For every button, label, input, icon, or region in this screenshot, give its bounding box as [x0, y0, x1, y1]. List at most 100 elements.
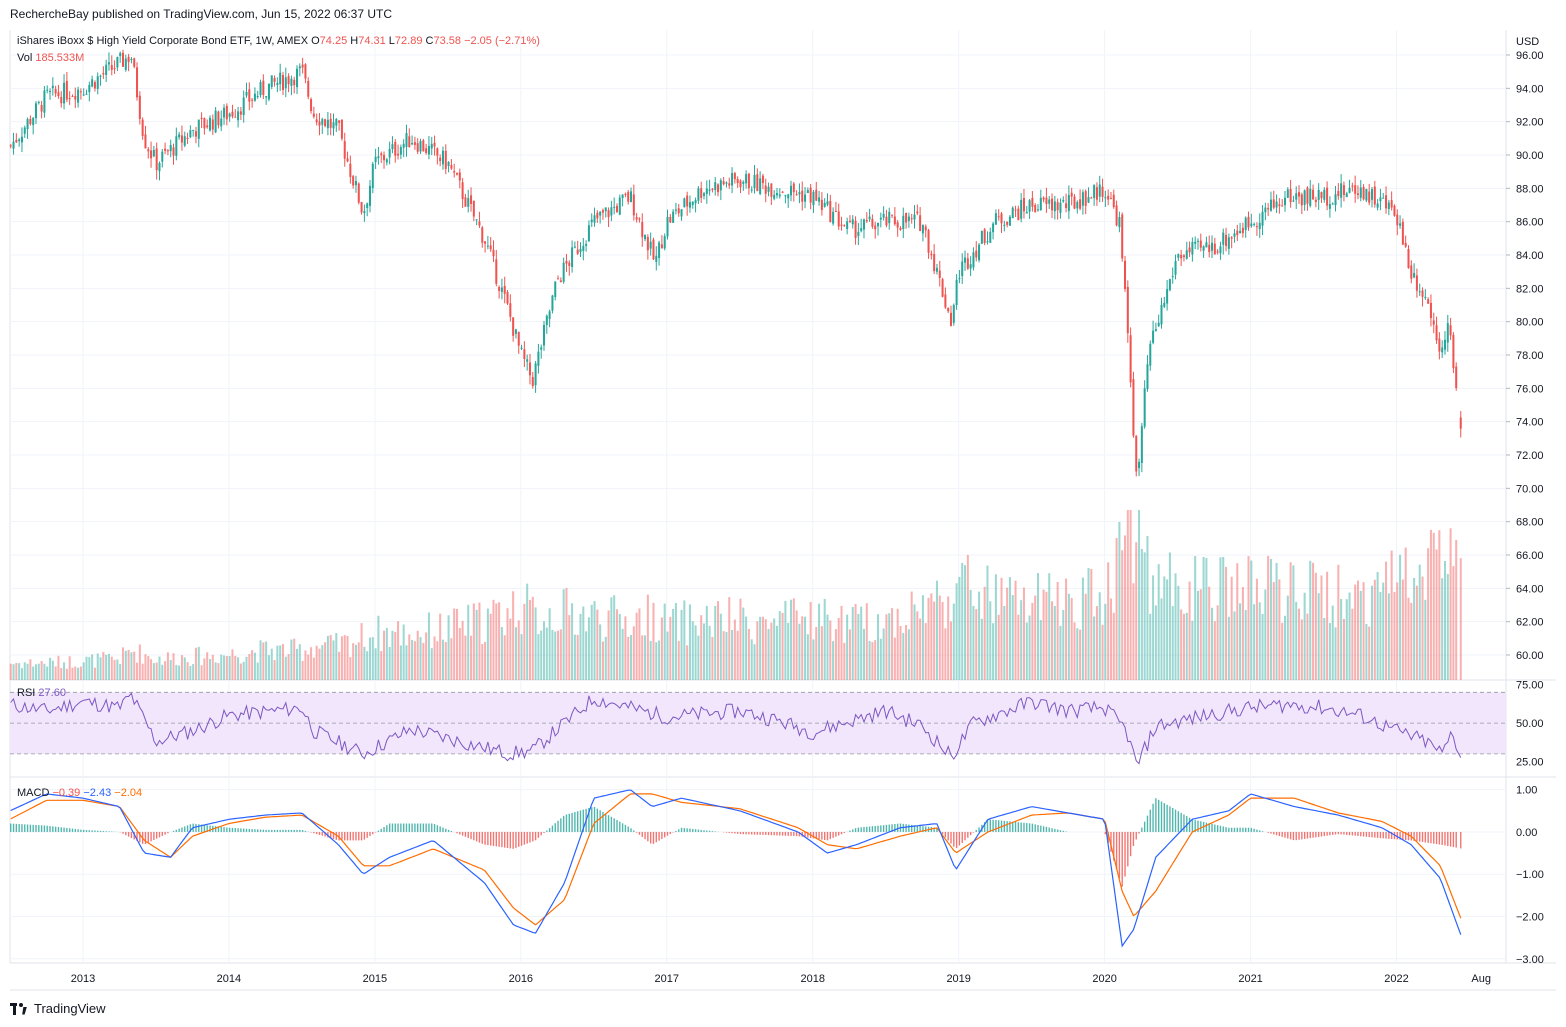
volume-bar: [1441, 578, 1444, 680]
volume-bar: [694, 625, 697, 680]
volume-bar: [1034, 595, 1037, 680]
candle-body: [394, 141, 397, 156]
price-legend: iShares iBoxx $ High Yield Corporate Bon…: [17, 35, 540, 47]
candle-body: [582, 245, 585, 251]
candle-body: [1449, 325, 1452, 336]
candle-body: [646, 237, 649, 251]
candle-body: [91, 79, 94, 87]
volume-bar: [307, 654, 310, 680]
candle-body: [1255, 226, 1258, 228]
volume-bar: [453, 608, 456, 680]
volume-bar: [105, 654, 108, 680]
candle-body: [1410, 265, 1413, 279]
volume-bar: [548, 608, 551, 680]
candle-body: [543, 324, 546, 346]
volume-bar: [23, 662, 26, 680]
candle-body: [599, 211, 602, 216]
volume-bar: [630, 634, 633, 680]
volume-bar: [949, 621, 953, 680]
volume-bar: [1362, 582, 1365, 680]
candle-body: [307, 80, 310, 97]
volume-bar: [357, 642, 360, 680]
macd-histogram: [10, 798, 1462, 887]
candle-body: [989, 231, 992, 243]
volume-bar: [997, 614, 1000, 680]
candle-body: [596, 212, 599, 219]
volume-bar: [767, 628, 770, 680]
candle-body: [447, 161, 450, 167]
volume-bar: [1168, 552, 1171, 680]
candle-body: [627, 191, 630, 202]
candle-body: [1062, 200, 1065, 202]
candle-body: [528, 362, 531, 376]
volume-bar: [1337, 564, 1340, 680]
volume-bar: [1014, 580, 1017, 680]
candle-body: [326, 119, 329, 129]
candle-body: [1168, 279, 1171, 291]
candle-body: [484, 241, 487, 244]
price-tick-label: 88.00: [1516, 183, 1544, 195]
candle-body: [1222, 232, 1225, 245]
candle-body: [905, 212, 908, 223]
candle-body: [1368, 191, 1371, 203]
volume-bar: [1247, 556, 1250, 680]
volume-bar: [753, 644, 756, 680]
candle-body: [304, 64, 307, 79]
candle-body: [1160, 304, 1163, 325]
volume-bar: [820, 626, 823, 680]
volume-bar: [1059, 625, 1062, 680]
high-value: 74.31: [358, 35, 386, 47]
volume-bar: [9, 663, 12, 680]
candle-body: [158, 163, 161, 172]
volume-bar: [147, 656, 150, 680]
volume-bar: [133, 651, 136, 680]
candle-body: [436, 148, 439, 156]
volume-bar: [265, 641, 268, 680]
volume-bar: [964, 565, 967, 680]
volume-bar: [935, 580, 938, 680]
volume-bar: [223, 655, 226, 680]
volume-bar: [658, 640, 661, 680]
candle-body: [349, 163, 352, 177]
volume-bar: [702, 623, 706, 680]
volume-bar: [1146, 535, 1149, 680]
volume-bar: [1008, 577, 1011, 680]
price-tick-label: 92.00: [1516, 117, 1544, 129]
candle-body: [1227, 237, 1230, 249]
candle-body: [891, 214, 894, 216]
volume-bar: [641, 635, 644, 680]
volume-bar: [952, 603, 955, 680]
candle-body: [902, 215, 905, 230]
candle-body: [961, 261, 964, 277]
x-tick-label: Aug: [1471, 973, 1491, 985]
volume-bar: [1298, 608, 1301, 680]
candle-body: [1354, 185, 1357, 194]
candle-body: [1166, 289, 1169, 304]
rsi-legend: RSI 27.60: [17, 687, 66, 699]
volume-bar: [318, 648, 321, 680]
candle-body: [877, 222, 880, 227]
candle-body: [983, 229, 986, 243]
candle-body: [531, 377, 534, 387]
candle-body: [1264, 207, 1267, 213]
candle-body: [102, 73, 105, 75]
volume-bar: [34, 664, 38, 680]
footer-brand[interactable]: TradingView: [10, 1001, 106, 1016]
candle-body: [203, 118, 206, 129]
volume-bar: [663, 603, 666, 680]
candle-body: [663, 236, 666, 249]
volume-bar: [1435, 549, 1438, 680]
candle-body: [969, 264, 972, 269]
candle-body: [739, 180, 742, 188]
volume-bar: [582, 606, 585, 680]
volume-bar: [593, 601, 596, 680]
volume-bar: [447, 615, 450, 680]
candle-body: [293, 79, 296, 86]
candle-body: [1345, 193, 1348, 198]
price-tick-label: 94.00: [1516, 83, 1544, 95]
currency-label: USD: [1516, 36, 1539, 48]
candle-body: [147, 149, 150, 152]
candle-body: [789, 185, 793, 196]
volume-bar: [1070, 597, 1073, 680]
